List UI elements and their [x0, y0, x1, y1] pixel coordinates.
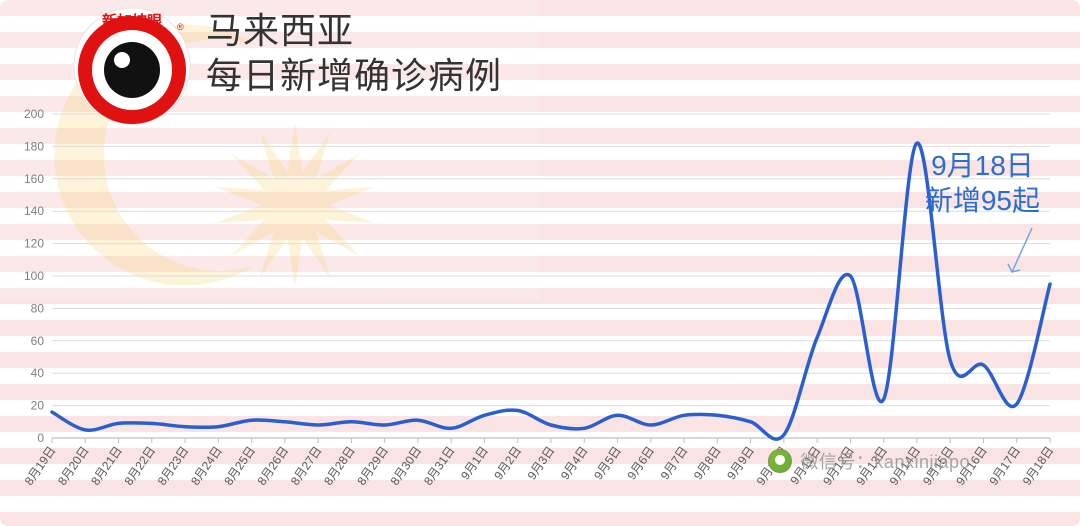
x-tick-label: 8月26日: [255, 444, 292, 488]
annotation-arrow-icon: [1004, 224, 1044, 284]
x-tick-label: 8月20日: [55, 444, 92, 488]
x-tick-label: 9月5日: [591, 444, 624, 483]
x-tick-label: 8月31日: [421, 444, 458, 488]
x-tick-label: 8月29日: [354, 444, 391, 488]
x-tick-label: 9月9日: [724, 444, 757, 483]
x-tick-label: 8月30日: [388, 444, 425, 488]
x-tick-label: 8月23日: [155, 444, 192, 488]
x-tick-label: 8月22日: [122, 444, 159, 488]
watermark-text: 微信号：kanxinjiapo: [800, 448, 970, 474]
chart-title-line1: 马来西亚: [206, 8, 502, 53]
x-tick-label: 9月7日: [658, 444, 691, 483]
y-tick-label: 200: [24, 107, 44, 121]
y-tick-label: 100: [24, 269, 44, 283]
brand-logo: 新加坡眼 ®: [72, 6, 192, 126]
y-tick-label: 140: [24, 204, 44, 218]
x-tick-label: 9月17日: [986, 444, 1023, 488]
x-tick-label: 9月4日: [558, 444, 591, 483]
x-tick-label: 9月1日: [458, 444, 491, 483]
annotation-line2: 新增95起: [925, 183, 1040, 218]
x-tick-label: 9月6日: [624, 444, 657, 483]
chart-title: 马来西亚 每日新增确诊病例: [206, 8, 502, 98]
y-tick-label: 180: [24, 139, 44, 153]
y-tick-label: 0: [37, 431, 44, 445]
y-tick-label: 120: [24, 237, 44, 251]
watermark: 微信号：kanxinjiapo: [768, 448, 970, 474]
annotation-line1: 9月18日: [925, 148, 1040, 183]
x-tick-label: 8月27日: [288, 444, 325, 488]
y-tick-label: 40: [31, 366, 45, 380]
x-tick-label: 8月24日: [188, 444, 225, 488]
chart-title-line2: 每日新增确诊病例: [206, 53, 502, 98]
x-tick-label: 9月3日: [525, 444, 558, 483]
x-tick-label: 9月18日: [1020, 444, 1057, 488]
x-tick-label: 9月8日: [691, 444, 724, 483]
y-tick-label: 20: [31, 399, 45, 413]
annotation-callout: 9月18日 新增95起: [925, 148, 1040, 218]
data-line: [52, 143, 1050, 439]
logo-text: 新加坡眼: [102, 12, 162, 30]
y-tick-label: 160: [24, 172, 44, 186]
y-tick-label: 80: [31, 301, 45, 315]
x-tick-label: 8月28日: [321, 444, 358, 488]
svg-text:®: ®: [177, 22, 184, 32]
x-tick-label: 8月21日: [88, 444, 125, 488]
page-root: 新加坡眼 ® 马来西亚 每日新增确诊病例 9月18日 新增95起 0 20 40 60…: [0, 0, 1080, 526]
x-tick-label: 8月25日: [221, 444, 258, 488]
x-tick-label: 8月19日: [22, 444, 59, 488]
x-tick-label: 9月2日: [491, 444, 524, 483]
wechat-icon: [768, 449, 792, 473]
y-tick-label: 60: [31, 334, 45, 348]
